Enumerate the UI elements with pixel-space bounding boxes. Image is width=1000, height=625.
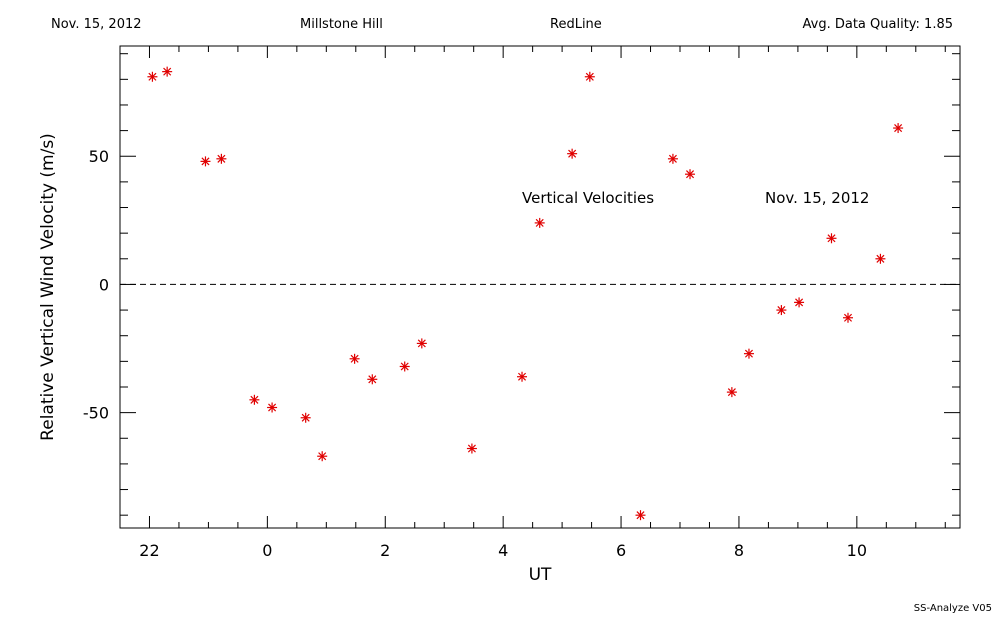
data-point — [567, 148, 578, 159]
x-tick-label: 6 — [616, 541, 626, 560]
data-point — [300, 412, 311, 423]
data-point — [466, 443, 477, 454]
x-tick-label: 22 — [139, 541, 159, 560]
data-point — [416, 338, 427, 349]
data-point — [317, 451, 328, 462]
data-point — [794, 297, 805, 308]
header-line: RedLine — [550, 17, 602, 32]
data-points — [147, 66, 904, 521]
axis-ticks — [120, 46, 960, 528]
data-point — [216, 153, 227, 164]
data-point — [534, 217, 545, 228]
data-point — [743, 348, 754, 359]
header-site: Millstone Hill — [300, 17, 383, 32]
data-point — [726, 387, 737, 398]
x-tick-label: 0 — [262, 541, 272, 560]
data-point — [685, 169, 696, 180]
data-point — [826, 233, 837, 244]
header-date: Nov. 15, 2012 — [51, 17, 142, 32]
y-tick-labels: -50 0 50 — [83, 147, 109, 422]
data-point — [200, 156, 211, 167]
y-tick-label: 50 — [89, 147, 109, 166]
data-point — [349, 353, 360, 364]
data-point — [267, 402, 278, 413]
annotation-vertical-velocities: Vertical Velocities — [522, 189, 654, 207]
data-point — [667, 153, 678, 164]
x-tick-label: 8 — [734, 541, 744, 560]
x-tick-label: 4 — [498, 541, 508, 560]
data-point — [399, 361, 410, 372]
data-point — [162, 66, 173, 77]
data-point — [584, 71, 595, 82]
x-tick-label: 2 — [380, 541, 390, 560]
y-axis-label: Relative Vertical Wind Velocity (m/s) — [38, 133, 58, 441]
y-tick-label: 0 — [99, 275, 109, 294]
data-point — [893, 123, 904, 134]
annotation-date: Nov. 15, 2012 — [765, 189, 869, 207]
header-quality: Avg. Data Quality: 1.85 — [802, 17, 953, 32]
plot-frame — [119, 45, 961, 529]
data-point — [776, 305, 787, 316]
data-point — [249, 394, 260, 405]
data-point — [875, 253, 886, 264]
software-credit: SS-Analyze V05 — [913, 603, 992, 614]
x-tick-label: 10 — [847, 541, 867, 560]
y-tick-label: -50 — [83, 404, 109, 423]
data-point — [367, 374, 378, 385]
data-point — [635, 510, 646, 521]
data-point — [147, 71, 158, 82]
data-point — [517, 371, 528, 382]
x-tick-labels: 22 0 2 4 6 8 10 — [139, 541, 867, 560]
x-axis-label: UT — [529, 565, 552, 585]
data-point — [843, 312, 853, 323]
